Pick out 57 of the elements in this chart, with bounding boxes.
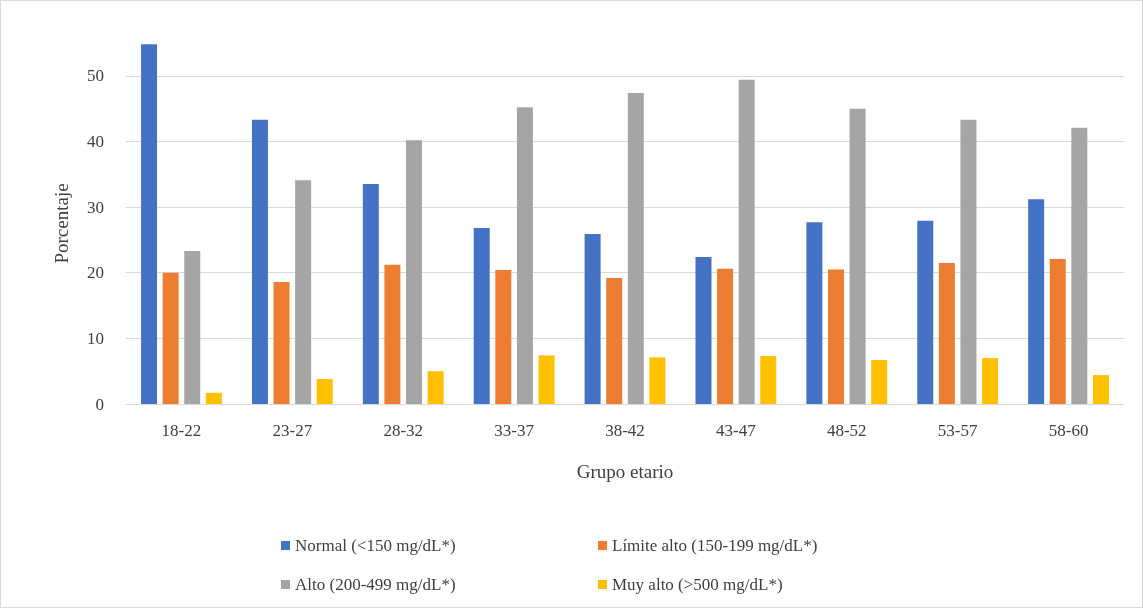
bar (384, 264, 401, 404)
x-tick-label: 38-42 (605, 421, 645, 440)
y-axis-title: Porcentaje (51, 183, 72, 264)
x-tick-label: 28-32 (383, 421, 424, 440)
bar (406, 140, 423, 404)
bar (1049, 258, 1066, 404)
bar (1092, 375, 1109, 404)
bar (205, 392, 222, 404)
x-tick-label: 58-60 (1048, 421, 1089, 440)
y-tick-label: 0 (95, 394, 104, 414)
y-tick-label: 20 (87, 263, 104, 283)
bar (273, 281, 290, 404)
legend-label: Límite alto (150-199 mg/dL*) (612, 536, 818, 555)
bar (806, 222, 823, 404)
y-tick-label: 50 (87, 66, 104, 86)
x-tick-label: 33-37 (494, 421, 535, 440)
bar (649, 357, 666, 404)
bar (760, 356, 777, 404)
bar (584, 234, 601, 404)
x-tick-label: 43-47 (716, 421, 757, 440)
bar (141, 44, 158, 404)
bar (717, 268, 734, 404)
bar (982, 358, 999, 404)
bar (295, 180, 312, 404)
bar (538, 355, 555, 404)
bar (495, 270, 512, 404)
y-tick-label: 40 (87, 131, 104, 151)
x-tick-label: 48-52 (826, 421, 867, 440)
bar (184, 251, 201, 404)
bar (695, 256, 712, 404)
x-tick-label: 23-27 (272, 421, 313, 440)
x-tick-label: 53-57 (937, 421, 978, 440)
bar (627, 92, 644, 404)
y-tick-label: 30 (87, 197, 104, 217)
bar (938, 262, 955, 404)
bar (316, 379, 333, 404)
legend-label: Normal (<150 mg/dL*) (295, 536, 456, 555)
legend-label: Muy alto (>500 mg/dL*) (612, 575, 783, 594)
bar (251, 119, 268, 404)
bar (849, 108, 866, 404)
bar (960, 119, 977, 404)
bar (516, 107, 533, 404)
bar (1071, 127, 1088, 404)
bar (606, 277, 623, 404)
bar (427, 371, 444, 404)
x-tick-label: 18-22 (161, 421, 202, 440)
bar (473, 228, 490, 404)
bar (917, 220, 934, 404)
bar (362, 184, 379, 404)
bar (738, 79, 755, 404)
y-tick-label: 10 (87, 328, 104, 348)
x-axis-title: Grupo etario (576, 461, 674, 482)
legend-label: Alto (200-499 mg/dL*) (295, 575, 456, 594)
bar (827, 269, 844, 404)
bar (162, 272, 179, 404)
bar (871, 360, 888, 404)
bar (1028, 199, 1045, 404)
